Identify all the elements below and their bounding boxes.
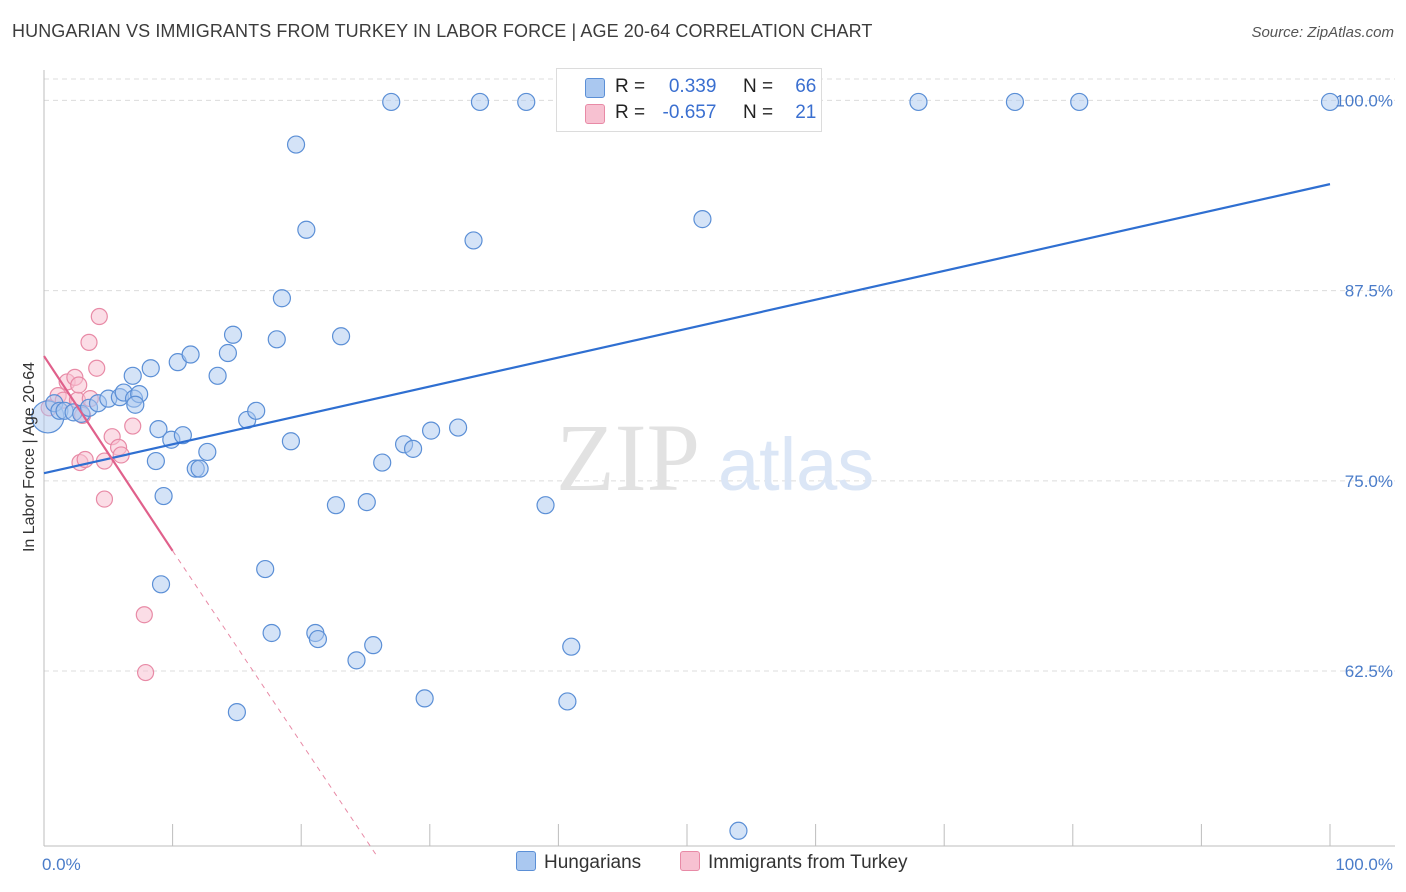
pink-swatch-icon [680, 851, 700, 871]
data-point-hungarian [421, 421, 441, 440]
data-point-hungarian [1070, 92, 1089, 112]
gridlines [44, 78, 1395, 672]
series-hungarians [31, 92, 1340, 840]
legend-r-label: R = [615, 102, 646, 123]
y-tick-label: 75.0% [1345, 472, 1393, 491]
data-point-hungarian [181, 345, 200, 364]
trend-line-turkey [43, 355, 174, 552]
data-point-turkey [90, 307, 108, 326]
data-point-hungarian [272, 289, 292, 308]
data-point-hungarian [1320, 92, 1340, 112]
bottom-legend-turkey: Immigrants from Turkey [680, 851, 908, 874]
data-point-turkey [95, 490, 114, 508]
data-point-hungarian [190, 459, 209, 478]
bottom-legend-label: Hungarians [544, 852, 642, 873]
data-point-hungarian [267, 330, 286, 349]
y-tick-label: 100.0% [1335, 91, 1393, 110]
data-point-hungarian [173, 426, 192, 445]
correlation-legend: R = 0.339 N = 66 R = -0.657 N = 21 [556, 68, 822, 132]
data-point-hungarian [1005, 92, 1025, 112]
watermark: ZIP atlas [556, 404, 874, 511]
data-point-hungarian [403, 439, 423, 458]
data-point-hungarian [223, 325, 243, 344]
data-point-hungarian [146, 451, 165, 471]
data-point-hungarian [517, 92, 536, 112]
data-point-hungarian [415, 689, 434, 708]
y-tick-label: 62.5% [1345, 662, 1393, 681]
data-point-hungarian [141, 359, 160, 378]
data-point-hungarian [227, 703, 246, 722]
watermark-zip: ZIP [556, 404, 700, 511]
bottom-legend-hungarians: Hungarians [516, 851, 641, 874]
data-point-hungarian [149, 419, 168, 439]
data-point-hungarian [382, 92, 401, 112]
trend-lines [43, 183, 1331, 859]
x-tick-label: 100.0% [1335, 855, 1393, 874]
axes [43, 70, 1395, 847]
data-point-hungarian [909, 92, 928, 112]
data-point-hungarian [247, 401, 266, 420]
data-point-hungarian [286, 135, 306, 154]
data-point-hungarian [357, 493, 376, 512]
data-point-hungarian [448, 418, 468, 437]
pink-swatch-icon [585, 104, 605, 124]
data-point-hungarian [218, 343, 237, 363]
y-tick-label: 87.5% [1345, 282, 1393, 301]
data-point-turkey [88, 359, 106, 377]
data-point-hungarian [373, 453, 392, 472]
data-point-hungarian [198, 442, 217, 462]
trend-line-hungarians [43, 183, 1331, 475]
legend-n-value: 21 [795, 102, 817, 123]
chart-source: Source: ZipAtlas.com [1251, 24, 1394, 41]
data-point-hungarian [364, 636, 383, 655]
data-point-hungarian [347, 651, 366, 670]
y-axis-label: In Labor Force | Age 20-64 [21, 362, 38, 552]
blue-swatch-icon [516, 851, 536, 871]
data-point-hungarian [693, 210, 712, 229]
legend-r-value: -0.657 [662, 102, 717, 123]
x-tick-label: 0.0% [42, 855, 81, 874]
data-point-turkey [80, 333, 98, 351]
data-point-hungarian [562, 637, 581, 656]
data-point-turkey [136, 663, 155, 682]
legend-n-label: N = [742, 76, 774, 97]
data-point-hungarian [126, 395, 145, 414]
data-point-turkey [124, 417, 142, 435]
legend-n-label: N = [742, 102, 774, 123]
data-point-hungarian [154, 486, 173, 506]
data-point-turkey [70, 376, 88, 394]
data-point-hungarian [326, 496, 346, 515]
data-point-hungarian [308, 629, 328, 649]
data-point-turkey [135, 606, 153, 624]
data-point-hungarian [729, 821, 748, 840]
legend-n-value: 66 [795, 76, 817, 97]
data-point-hungarian [281, 432, 301, 451]
data-point-hungarian [536, 496, 555, 515]
bottom-legend-label: Immigrants from Turkey [708, 852, 908, 873]
legend-r-value: 0.339 [668, 76, 717, 97]
data-point-hungarian [331, 327, 351, 346]
watermark-atlas: atlas [718, 423, 874, 506]
data-point-hungarian [208, 366, 227, 385]
blue-swatch-icon [585, 78, 605, 98]
chart-title: HUNGARIAN VS IMMIGRANTS FROM TURKEY IN L… [12, 21, 873, 41]
legend-r-label: R = [615, 76, 646, 97]
data-point-hungarian [464, 231, 483, 250]
data-point-hungarian [558, 692, 577, 711]
data-point-hungarian [297, 220, 316, 239]
tick-labels: 62.5% 75.0% 87.5% 100.0% 0.0% 100.0% [42, 91, 1393, 874]
data-point-hungarian [256, 559, 275, 579]
trend-line-turkey-extension [172, 550, 379, 859]
data-point-hungarian [470, 92, 490, 112]
data-point-hungarian [123, 366, 142, 385]
data-point-hungarian [262, 623, 281, 643]
data-point-hungarian [151, 575, 171, 594]
